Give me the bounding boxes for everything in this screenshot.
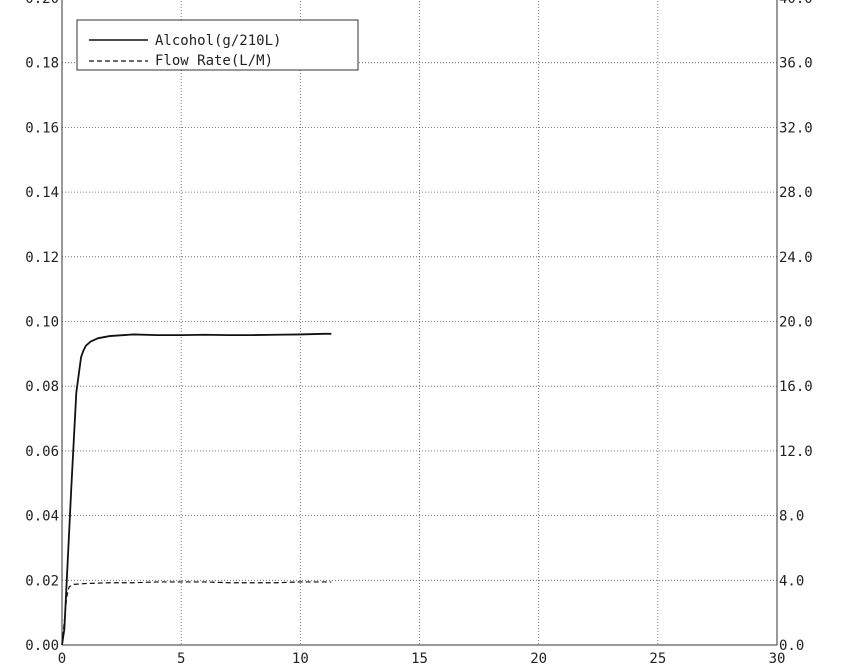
right-y-tick-label: 24.0 — [779, 250, 813, 266]
right-y-tick-label: 20.0 — [779, 315, 813, 331]
legend-label-alcohol: Alcohol(g/210L) — [155, 33, 281, 49]
right-y-tick-label: 0.0 — [779, 638, 804, 654]
left-y-tick-label: 0.06 — [25, 444, 59, 460]
right-y-tick-label: 40.0 — [779, 0, 813, 7]
x-tick-label: 5 — [177, 651, 185, 666]
x-tick-label: 30 — [769, 651, 786, 666]
left-y-axis-ticks: 0.00 0.02 0.04 0.06 0.08 0.10 0.12 0.14 0.16 0.18… — [25, 0, 59, 654]
right-y-tick-label: 8.0 — [779, 509, 804, 525]
right-y-tick-label: 32.0 — [779, 120, 813, 136]
series-layer — [61, 332, 332, 646]
right-y-tick-label: 16.0 — [779, 379, 813, 395]
grid — [62, 0, 777, 645]
right-y-tick-label: 4.0 — [779, 573, 804, 589]
left-y-tick-label: 0.10 — [25, 315, 59, 331]
left-y-tick-label: 0.02 — [25, 573, 59, 589]
left-y-tick-label: 0.14 — [25, 185, 59, 201]
series-line-flow-rate — [61, 581, 332, 646]
x-tick-label: 20 — [530, 651, 547, 666]
right-y-tick-label: 28.0 — [779, 185, 813, 201]
right-y-tick-label: 36.0 — [779, 56, 813, 72]
left-y-tick-label: 0.20 — [25, 0, 59, 7]
left-y-tick-label: 0.04 — [25, 509, 59, 525]
x-tick-label: 15 — [411, 651, 428, 666]
legend-label-flow-rate: Flow Rate(L/M) — [155, 53, 273, 69]
left-y-tick-label: 0.08 — [25, 379, 59, 395]
x-tick-label: 0 — [58, 651, 66, 666]
left-y-tick-label: 0.16 — [25, 120, 59, 136]
legend: Alcohol(g/210L) Flow Rate(L/M) — [76, 19, 359, 71]
left-y-tick-label: 0.12 — [25, 250, 59, 266]
legend-box — [76, 19, 359, 71]
right-y-tick-label: 12.0 — [779, 444, 813, 460]
left-y-tick-label: 0.00 — [25, 638, 59, 654]
x-tick-label: 10 — [292, 651, 309, 666]
axes — [61, 0, 778, 646]
left-y-tick-label: 0.18 — [25, 56, 59, 72]
right-y-axis-ticks: 0.0 4.0 8.0 12.0 16.0 20.0 24.0 28.0 32.0 36.0 40.… — [779, 0, 813, 654]
series-line-alcohol — [61, 332, 332, 646]
x-tick-label: 25 — [649, 651, 666, 666]
x-axis-ticks: 0 5 10 15 20 25 30 — [58, 651, 786, 666]
